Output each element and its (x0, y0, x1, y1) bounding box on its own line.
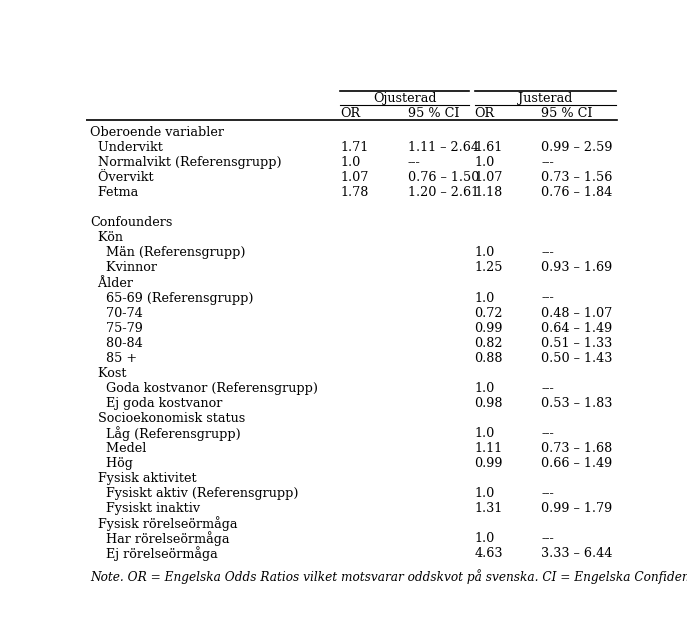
Text: OR: OR (340, 107, 361, 120)
Text: Normalvikt (Referensgrupp): Normalvikt (Referensgrupp) (90, 156, 282, 169)
Text: Goda kostvanor (Referensgrupp): Goda kostvanor (Referensgrupp) (90, 382, 318, 395)
Text: Hög: Hög (90, 457, 133, 470)
Text: 0.98: 0.98 (475, 397, 503, 410)
Text: Medel: Medel (90, 442, 146, 455)
Text: 1.07: 1.07 (475, 171, 503, 184)
Text: 1.61: 1.61 (475, 141, 503, 154)
Text: Fetma: Fetma (90, 186, 138, 199)
Text: 0.99 – 1.79: 0.99 – 1.79 (541, 502, 612, 515)
Text: 1.11: 1.11 (475, 442, 503, 455)
Text: 0.73 – 1.68: 0.73 – 1.68 (541, 442, 612, 455)
Text: Fysiskt aktiv (Referensgrupp): Fysiskt aktiv (Referensgrupp) (90, 487, 299, 500)
Text: 1.78: 1.78 (340, 186, 369, 199)
Text: 1.0: 1.0 (340, 156, 361, 169)
Text: Kön: Kön (90, 231, 123, 244)
Text: 1.0: 1.0 (475, 156, 495, 169)
Text: 1.0: 1.0 (475, 246, 495, 259)
Text: Har rörelseörmåga: Har rörelseörmåga (90, 531, 229, 546)
Text: 1.25: 1.25 (475, 262, 503, 275)
Text: 75-79: 75-79 (90, 322, 143, 335)
Text: 0.82: 0.82 (475, 337, 503, 350)
Text: ---: --- (541, 246, 554, 259)
Text: 0.53 – 1.83: 0.53 – 1.83 (541, 397, 613, 410)
Text: 0.99: 0.99 (475, 457, 503, 470)
Text: Fysisk aktivitet: Fysisk aktivitet (90, 472, 196, 485)
Text: 65-69 (Referensgrupp): 65-69 (Referensgrupp) (90, 291, 254, 304)
Text: 0.51 – 1.33: 0.51 – 1.33 (541, 337, 612, 350)
Text: 1.0: 1.0 (475, 487, 495, 500)
Text: 85 +: 85 + (90, 352, 137, 365)
Text: Fysisk rörelseörmåga: Fysisk rörelseörmåga (90, 516, 238, 531)
Text: 1.11 – 2.64: 1.11 – 2.64 (408, 141, 479, 154)
Text: 3.33 – 6.44: 3.33 – 6.44 (541, 547, 613, 560)
Text: 0.93 – 1.69: 0.93 – 1.69 (541, 262, 612, 275)
Text: 0.76 – 1.50: 0.76 – 1.50 (408, 171, 480, 184)
Text: 0.66 – 1.49: 0.66 – 1.49 (541, 457, 612, 470)
Text: 1.71: 1.71 (340, 141, 369, 154)
Text: 80-84: 80-84 (90, 337, 143, 350)
Text: ---: --- (541, 291, 554, 304)
Text: ---: --- (541, 487, 554, 500)
Text: OR: OR (475, 107, 495, 120)
Text: ---: --- (408, 156, 420, 169)
Text: Ålder: Ålder (90, 277, 133, 290)
Text: Kvinnor: Kvinnor (90, 262, 157, 275)
Text: Ej goda kostvanor: Ej goda kostvanor (90, 397, 223, 410)
Text: 0.99: 0.99 (475, 322, 503, 335)
Text: ---: --- (541, 532, 554, 545)
Text: Ej rörelseörmåga: Ej rörelseörmåga (90, 546, 218, 561)
Text: Justerad: Justerad (518, 92, 572, 105)
Text: 95 % CI: 95 % CI (408, 107, 460, 120)
Text: Kost: Kost (90, 367, 126, 380)
Text: ---: --- (541, 382, 554, 395)
Text: 0.72: 0.72 (475, 307, 503, 319)
Text: 1.0: 1.0 (475, 532, 495, 545)
Text: 1.0: 1.0 (475, 427, 495, 440)
Text: 0.48 – 1.07: 0.48 – 1.07 (541, 307, 612, 319)
Text: Oberoende variabler: Oberoende variabler (90, 126, 224, 139)
Text: Undervikt: Undervikt (90, 141, 163, 154)
Text: 0.73 – 1.56: 0.73 – 1.56 (541, 171, 613, 184)
Text: Confounders: Confounders (90, 216, 172, 229)
Text: Låg (Referensgrupp): Låg (Referensgrupp) (90, 426, 241, 441)
Text: 0.76 – 1.84: 0.76 – 1.84 (541, 186, 612, 199)
Text: Note. OR = Engelska Odds Ratios vilket motsvarar oddskvot på svenska. CI = Engel: Note. OR = Engelska Odds Ratios vilket m… (90, 569, 687, 584)
Text: 0.99 – 2.59: 0.99 – 2.59 (541, 141, 613, 154)
Text: 4.63: 4.63 (475, 547, 503, 560)
Text: 1.0: 1.0 (475, 291, 495, 304)
Text: ---: --- (541, 427, 554, 440)
Text: 70-74: 70-74 (90, 307, 143, 319)
Text: Socioekonomisk status: Socioekonomisk status (90, 412, 245, 425)
Text: 0.64 – 1.49: 0.64 – 1.49 (541, 322, 612, 335)
Text: 1.0: 1.0 (475, 382, 495, 395)
Text: Män (Referensgrupp): Män (Referensgrupp) (90, 246, 246, 259)
Text: 1.07: 1.07 (340, 171, 369, 184)
Text: ---: --- (541, 156, 554, 169)
Text: 1.20 – 2.61: 1.20 – 2.61 (408, 186, 479, 199)
Text: 1.31: 1.31 (475, 502, 503, 515)
Text: 95 % CI: 95 % CI (541, 107, 593, 120)
Text: Övervikt: Övervikt (90, 171, 154, 184)
Text: 0.50 – 1.43: 0.50 – 1.43 (541, 352, 613, 365)
Text: 0.88: 0.88 (475, 352, 503, 365)
Text: Fysiskt inaktiv: Fysiskt inaktiv (90, 502, 200, 515)
Text: Ojusterad: Ojusterad (373, 92, 436, 105)
Text: 1.18: 1.18 (475, 186, 503, 199)
